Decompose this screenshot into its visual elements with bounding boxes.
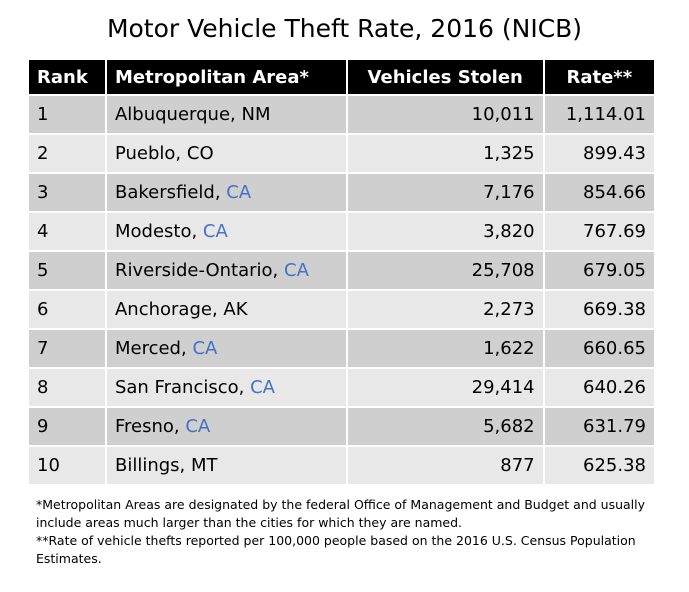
- vehicles-cell: 29,414: [347, 369, 543, 406]
- area-cell: Riverside-Ontario, CA: [106, 252, 346, 289]
- vehicles-cell: 7,176: [347, 174, 543, 211]
- table-row: 7 Merced, CA 1,622 660.65: [29, 330, 654, 367]
- theft-table: Rank Metropolitan Area* Vehicles Stolen Rat…: [27, 58, 656, 486]
- table-row: 9 Fresno, CA 5,682 631.79: [29, 408, 654, 445]
- area-cell: Anchorage, AK: [106, 291, 346, 328]
- city: Anchorage,: [114, 299, 218, 320]
- city: Riverside-Ontario,: [114, 260, 279, 281]
- rank-cell: 2: [29, 135, 105, 172]
- state: CA: [226, 182, 252, 203]
- vehicles-cell: 1,622: [347, 330, 543, 367]
- area-cell: San Francisco, CA: [106, 369, 346, 406]
- state: NM: [241, 104, 271, 125]
- rate-cell: 767.69: [544, 213, 654, 250]
- state: MT: [191, 455, 218, 476]
- city: Fresno,: [114, 416, 180, 437]
- vehicles-cell: 2,273: [347, 291, 543, 328]
- area-cell: Bakersfield, CA: [106, 174, 346, 211]
- column-header: Vehicles Stolen: [347, 60, 543, 94]
- rate-cell: 1,114.01: [544, 96, 654, 133]
- table-row: 1 Albuquerque, NM 10,011 1,114.01: [29, 96, 654, 133]
- vehicles-cell: 25,708: [347, 252, 543, 289]
- rank-cell: 10: [29, 447, 105, 484]
- city: Bakersfield,: [114, 182, 221, 203]
- city: San Francisco,: [114, 377, 245, 398]
- city: Merced,: [114, 338, 187, 359]
- state: CA: [185, 416, 211, 437]
- city: Pueblo,: [114, 143, 182, 164]
- table-row: 8 San Francisco, CA 29,414 640.26: [29, 369, 654, 406]
- footnotes: *Metropolitan Areas are designated by th…: [36, 496, 646, 568]
- table-row: 3 Bakersfield, CA 7,176 854.66: [29, 174, 654, 211]
- state: AK: [223, 299, 248, 320]
- table-row: 10 Billings, MT 877 625.38: [29, 447, 654, 484]
- state: CA: [284, 260, 309, 281]
- state: CA: [192, 338, 218, 359]
- rank-cell: 8: [29, 369, 105, 406]
- rate-cell: 854.66: [544, 174, 654, 211]
- area-cell: Merced, CA: [106, 330, 346, 367]
- table-row: 6 Anchorage, AK 2,273 669.38: [29, 291, 654, 328]
- rate-cell: 669.38: [544, 291, 654, 328]
- table-body: 1 Albuquerque, NM 10,011 1,114.01 2 Pueblo, C…: [29, 96, 654, 484]
- vehicles-cell: 877: [347, 447, 543, 484]
- rank-cell: 7: [29, 330, 105, 367]
- area-cell: Pueblo, CO: [106, 135, 346, 172]
- rank-cell: 3: [29, 174, 105, 211]
- area-cell: Billings, MT: [106, 447, 346, 484]
- state: CO: [186, 143, 214, 164]
- city: Albuquerque,: [114, 104, 236, 125]
- rank-cell: 1: [29, 96, 105, 133]
- area-cell: Modesto, CA: [106, 213, 346, 250]
- area-cell: Albuquerque, NM: [106, 96, 346, 133]
- city: Modesto,: [114, 221, 198, 242]
- rank-cell: 5: [29, 252, 105, 289]
- vehicles-cell: 3,820: [347, 213, 543, 250]
- column-header: Rate**: [544, 60, 654, 94]
- footnote: *Metropolitan Areas are designated by th…: [36, 497, 646, 530]
- rate-cell: 679.05: [544, 252, 654, 289]
- rank-cell: 4: [29, 213, 105, 250]
- rank-cell: 6: [29, 291, 105, 328]
- rate-cell: 899.43: [544, 135, 654, 172]
- rank-cell: 9: [29, 408, 105, 445]
- table-row: 5 Riverside-Ontario, CA 25,708 679.05: [29, 252, 654, 289]
- rate-cell: 625.38: [544, 447, 654, 484]
- state: CA: [202, 221, 228, 242]
- column-header: Rank: [29, 60, 105, 94]
- rate-cell: 631.79: [544, 408, 654, 445]
- vehicles-cell: 5,682: [347, 408, 543, 445]
- vehicles-cell: 10,011: [347, 96, 543, 133]
- vehicles-cell: 1,325: [347, 135, 543, 172]
- column-header: Metropolitan Area*: [106, 60, 346, 94]
- area-cell: Fresno, CA: [106, 408, 346, 445]
- state: CA: [250, 377, 275, 398]
- city: Billings,: [114, 455, 186, 476]
- title: Motor Vehicle Theft Rate, 2016 (NICB): [106, 14, 583, 43]
- table-row: 4 Modesto, CA 3,820 767.69: [29, 213, 654, 250]
- footnote: **Rate of vehicle thefts reported per 10…: [36, 533, 636, 566]
- rate-cell: 640.26: [544, 369, 654, 406]
- rate-cell: 660.65: [544, 330, 654, 367]
- header-row: Rank Metropolitan Area* Vehicles Stolen Rat…: [29, 60, 654, 94]
- table-row: 2 Pueblo, CO 1,325 899.43: [29, 135, 654, 172]
